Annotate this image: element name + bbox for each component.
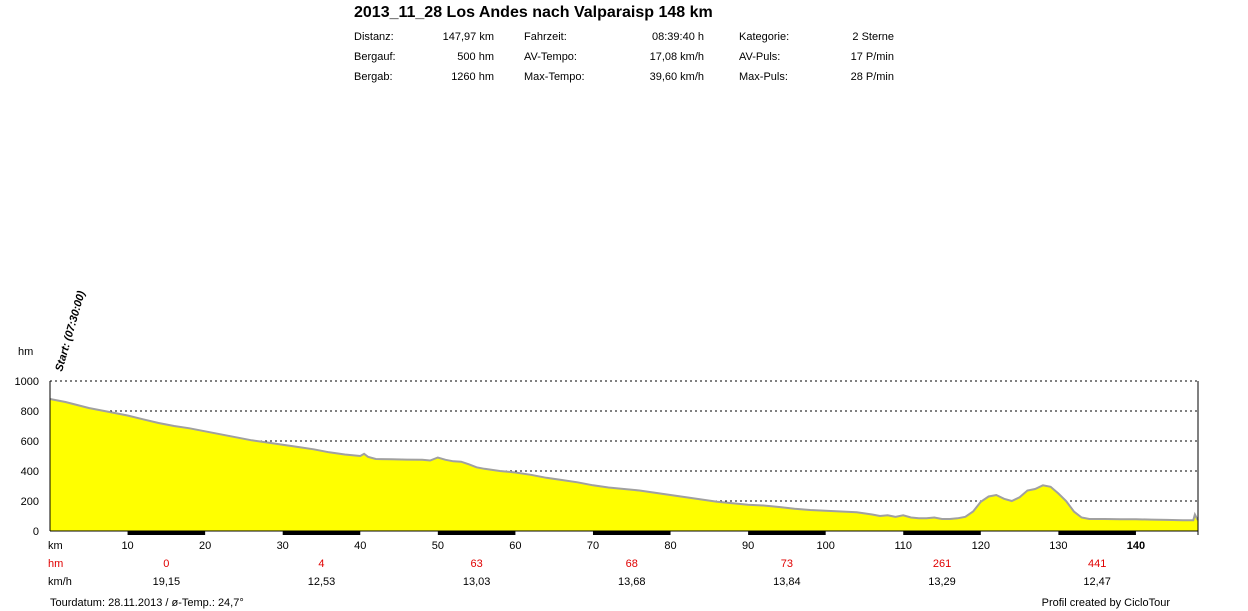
stat-value-fahrzeit: 08:39:40 h xyxy=(652,31,704,43)
stat-value-bergab: 1260 hm xyxy=(451,71,494,83)
x-tick-label: 90 xyxy=(742,540,754,552)
hm-segment-value: 0 xyxy=(163,558,169,570)
stat-label-kategorie: Kategorie: xyxy=(739,31,790,43)
credit-text: Profil created by CicloTour xyxy=(1041,597,1170,609)
stat-value-av-tempo: 17,08 km/h xyxy=(649,51,704,63)
kmh-segment-value: 13,84 xyxy=(773,576,801,588)
kmh-segment-value: 19,15 xyxy=(153,576,181,588)
kmh-segment-value: 12,53 xyxy=(308,576,336,588)
hm-segment-value: 73 xyxy=(781,558,793,570)
hm-segment-value: 261 xyxy=(933,558,951,570)
stat-value-max-tempo: 39,60 km/h xyxy=(649,71,704,83)
hm-segment-value: 441 xyxy=(1088,558,1106,570)
x-tick-label: 20 xyxy=(199,540,211,552)
kmh-row-label: km/h xyxy=(48,576,72,588)
x-tick-label: 80 xyxy=(664,540,676,552)
y-tick-label: 800 xyxy=(21,406,39,418)
y-tick-label: 1000 xyxy=(15,376,39,388)
hm-row-label: hm xyxy=(48,558,63,570)
stat-label-bergauf: Bergauf: xyxy=(354,51,396,63)
y-tick-label: 0 xyxy=(33,526,39,538)
stat-label-distanz: Distanz: xyxy=(354,31,394,43)
km-scale-segment xyxy=(592,531,671,535)
x-tick-label: 100 xyxy=(816,540,834,552)
y-tick-label: 600 xyxy=(21,436,39,448)
chart-title: 2013_11_28 Los Andes nach Valparaisp 148… xyxy=(354,4,713,21)
x-tick-label: 30 xyxy=(277,540,289,552)
x-tick-label: 50 xyxy=(432,540,444,552)
start-annotation: Start: (07:30:00) xyxy=(53,289,88,373)
x-tick-label: 40 xyxy=(354,540,366,552)
y-tick-label: 200 xyxy=(21,496,39,508)
km-scale-segment xyxy=(282,531,361,535)
x-axis-label: km xyxy=(48,540,63,552)
x-tick-label: 130 xyxy=(1049,540,1067,552)
stat-value-av-puls: 17 P/min xyxy=(850,51,894,63)
km-scale-segment xyxy=(127,531,206,535)
x-tick-label: 10 xyxy=(121,540,133,552)
hm-segment-value: 63 xyxy=(470,558,482,570)
kmh-segment-value: 13,03 xyxy=(463,576,491,588)
stat-label-max-tempo: Max-Tempo: xyxy=(524,71,585,83)
stat-label-fahrzeit: Fahrzeit: xyxy=(524,31,567,43)
x-tick-label: 120 xyxy=(972,540,990,552)
kmh-segment-value: 12,47 xyxy=(1083,576,1111,588)
y-axis-label: hm xyxy=(18,346,33,358)
hm-segment-value: 4 xyxy=(318,558,324,570)
stat-value-max-puls: 28 P/min xyxy=(850,71,894,83)
km-scale-segment xyxy=(437,531,516,535)
tour-date-temp: Tourdatum: 28.11.2013 / ø-Temp.: 24,7° xyxy=(50,597,244,609)
km-scale-segment xyxy=(1058,531,1136,535)
km-scale-segment xyxy=(748,531,826,535)
stat-value-distanz: 147,97 km xyxy=(442,31,494,43)
y-tick-label: 400 xyxy=(21,466,39,478)
kmh-segment-value: 13,29 xyxy=(928,576,956,588)
stat-label-max-puls: Max-Puls: xyxy=(739,71,788,83)
elevation-area xyxy=(50,399,1198,531)
axes xyxy=(49,381,1199,535)
stat-label-av-puls: AV-Puls: xyxy=(739,51,781,63)
x-tick-label: 140 xyxy=(1127,540,1145,552)
stat-value-bergauf: 500 hm xyxy=(457,51,494,63)
x-tick-label: 110 xyxy=(894,540,912,552)
stat-value-kategorie: 2 Sterne xyxy=(852,31,894,43)
stat-label-bergab: Bergab: xyxy=(354,71,393,83)
elevation-line xyxy=(49,398,1199,522)
km-scale-segment xyxy=(903,531,981,535)
x-tick-label: 60 xyxy=(509,540,521,552)
kmh-segment-value: 13,68 xyxy=(618,576,646,588)
hm-segment-value: 68 xyxy=(626,558,638,570)
stat-label-av-tempo: AV-Tempo: xyxy=(524,51,577,63)
x-tick-label: 70 xyxy=(587,540,599,552)
